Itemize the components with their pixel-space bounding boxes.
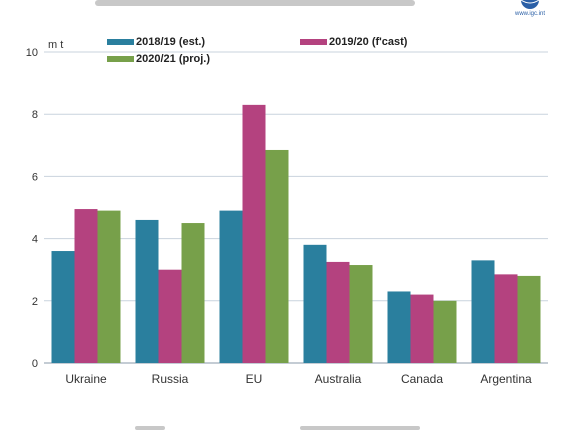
x-tick-label: Australia — [315, 372, 362, 386]
bar — [74, 209, 98, 363]
bar — [265, 149, 289, 363]
bar — [471, 260, 495, 363]
x-axis-labels: Ukraine Russia EU Australia Canada Argentina — [65, 372, 532, 386]
x-tick-label: Ukraine — [65, 372, 107, 386]
x-tick-label: Argentina — [480, 372, 532, 386]
bar — [326, 261, 350, 363]
bar — [51, 251, 75, 363]
bar — [349, 265, 373, 363]
y-tick-label: 6 — [32, 171, 38, 183]
globe-icon — [520, 0, 540, 9]
y-tick-label: 10 — [26, 47, 38, 59]
x-tick-label: Canada — [401, 372, 443, 386]
bar — [97, 210, 121, 363]
bar — [517, 275, 541, 363]
legend: 2018/19 (est.) 2019/20 (f'cast) 2020/21 (p… — [107, 36, 408, 65]
bar — [181, 223, 205, 363]
bar — [387, 291, 411, 363]
legend-swatch — [300, 39, 327, 45]
bars — [51, 104, 541, 364]
x-tick-label: Russia — [152, 372, 189, 386]
y-tick-label: 8 — [32, 109, 38, 121]
y-tick-label: 4 — [32, 234, 38, 246]
x-tick-label: EU — [246, 372, 263, 386]
bar — [303, 244, 327, 363]
legend-label: 2018/19 (est.) — [136, 36, 205, 48]
legend-label: 2019/20 (f'cast) — [329, 36, 408, 48]
bar — [158, 269, 182, 363]
igc-logo: www.igc.int — [514, 0, 545, 17]
y-tick-label: 0 — [32, 358, 38, 370]
bar — [433, 300, 457, 363]
faded-caption-remnant — [135, 426, 420, 430]
legend-label: 2020/21 (proj.) — [136, 53, 210, 65]
bar — [242, 104, 266, 364]
faded-title-remnant — [95, 0, 415, 6]
y-tick-label: 2 — [32, 296, 38, 308]
bar — [135, 219, 159, 363]
legend-swatch — [107, 39, 134, 45]
unit-label: m t — [48, 39, 63, 51]
legend-swatch — [107, 56, 134, 62]
y-axis-ticks: 0 2 4 6 8 10 — [26, 47, 38, 370]
grid — [44, 51, 548, 364]
bar — [219, 210, 243, 363]
logo-text: www.igc.int — [514, 11, 545, 17]
bar — [410, 294, 434, 363]
bar — [494, 274, 518, 363]
